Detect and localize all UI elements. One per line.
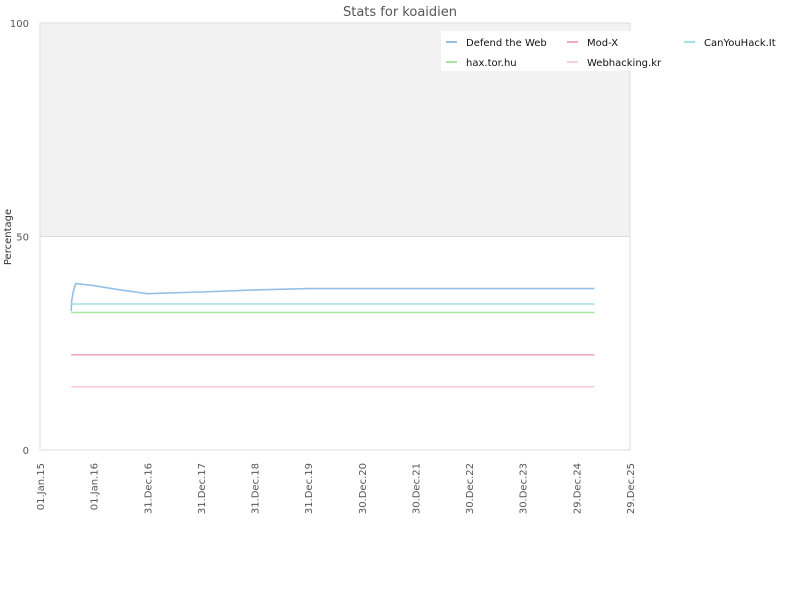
plot-border [39,22,631,451]
x-tick-label: 29.Dec.25 [626,463,637,514]
plot-area [39,22,631,451]
series-line [70,282,595,312]
x-tick-label: 31.Dec.19 [304,463,315,514]
y-axis-label: Percentage [3,209,14,265]
x-tick-label: 01.Jan.16 [90,463,101,510]
legend-item[interactable]: Defend the Web [446,38,547,49]
legend-box [441,31,631,71]
x-tick-label: 31.Dec.17 [197,463,208,514]
legend-item[interactable]: Mod-X [567,38,618,49]
x-tick-label: 31.Dec.16 [143,463,154,514]
x-tick-label: 30.Dec.22 [465,463,476,514]
x-axis-ticks: 01.Jan.15 01.Jan.16 31.Dec.16 31.Dec.17 31.D… [36,463,637,514]
legend-item[interactable]: Webhacking.kr [567,58,662,69]
x-tick-label: 30.Dec.21 [411,463,422,514]
legend-label: CanYouHack.It [704,38,776,49]
legend-item[interactable]: hax.tor.hu [446,58,517,69]
plot-lower-band [40,236,630,450]
legend-label: Mod-X [587,38,618,49]
legend-item[interactable]: CanYouHack.It [684,38,776,49]
chart-title: Stats for koaidien [343,5,457,20]
legend-label: Defend the Web [466,38,547,49]
y-tick-label: 50 [16,233,29,244]
legend[interactable]: Defend the Web Mod-X CanYouHack.It hax.tor.… [441,31,776,71]
legend-label: hax.tor.hu [466,58,517,69]
legend-label: Webhacking.kr [587,58,662,69]
series-lines [70,282,595,388]
x-tick-label: 30.Dec.20 [358,463,369,514]
x-tick-label: 29.Dec.24 [572,463,583,514]
y-axis-ticks: 0 50 100 [10,19,29,457]
x-tick-label: 31.Dec.18 [251,463,262,514]
y-tick-label: 100 [10,19,29,30]
x-tick-label: 30.Dec.23 [519,463,530,514]
y-tick-label: 0 [23,446,29,457]
x-tick-label: 01.Jan.15 [36,463,47,510]
